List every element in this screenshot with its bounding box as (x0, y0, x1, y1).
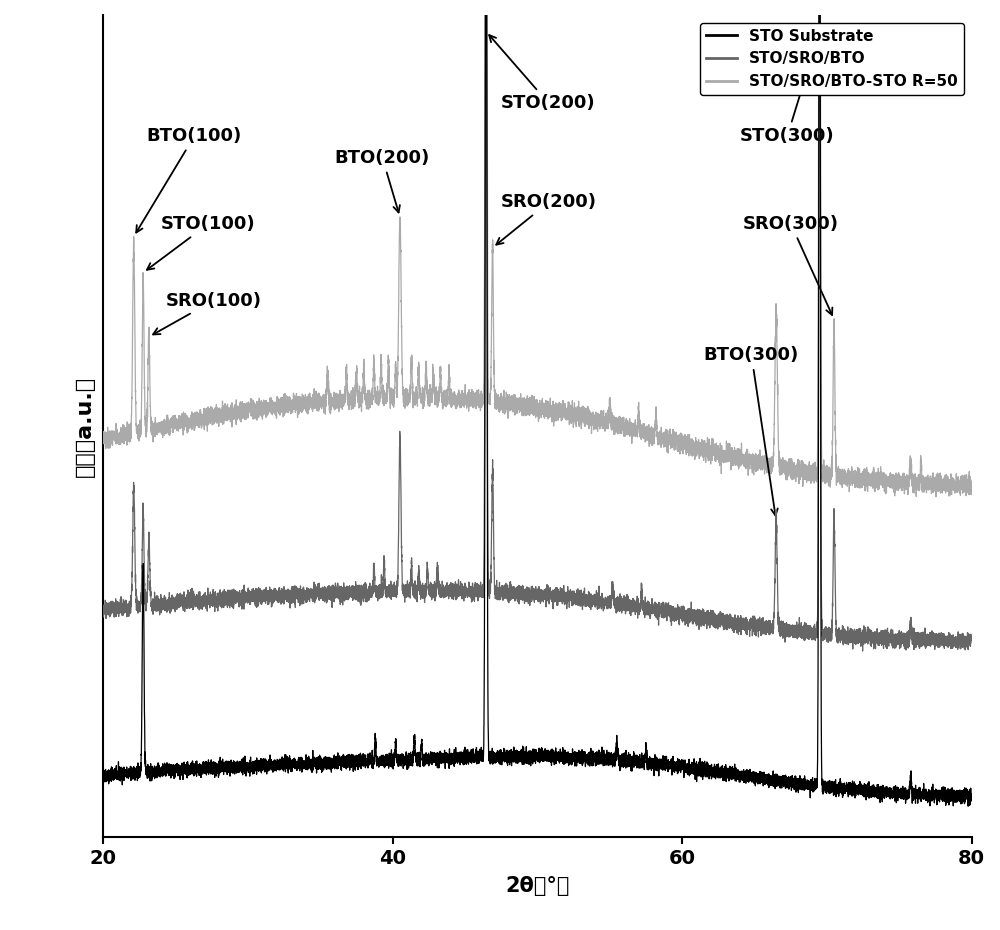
Text: SRO(100): SRO(100) (153, 291, 262, 335)
Legend: STO Substrate, STO/SRO/BTO, STO/SRO/BTO-STO R=50: STO Substrate, STO/SRO/BTO, STO/SRO/BTO-… (700, 22, 964, 95)
Y-axis label: 强度（a.u.）: 强度（a.u.） (75, 376, 95, 477)
Text: BTO(300): BTO(300) (704, 346, 799, 515)
X-axis label: 2θ（°）: 2θ（°） (505, 876, 570, 897)
Text: STO(200): STO(200) (489, 35, 596, 113)
Text: STO(100): STO(100) (147, 215, 256, 270)
Text: SRO(200): SRO(200) (496, 193, 597, 245)
Text: BTO(200): BTO(200) (335, 149, 430, 212)
Text: SRO(300): SRO(300) (743, 215, 839, 315)
Text: BTO(100): BTO(100) (136, 127, 242, 232)
Text: STO(300): STO(300) (740, 36, 835, 145)
